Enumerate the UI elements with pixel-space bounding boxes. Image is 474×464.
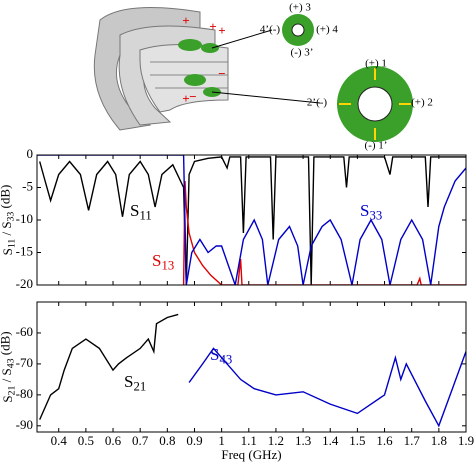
x-tick-label: 0.4 [51, 433, 68, 448]
x-tick-label: 1.1 [241, 433, 257, 448]
y-tick-label: -60 [16, 324, 33, 339]
y-axis-label: S21 / S43 (dB) [0, 331, 18, 402]
y-tick-label: -15 [16, 243, 33, 258]
series-line [182, 180, 466, 285]
sign-label: + [182, 13, 189, 28]
x-tick-label: 0.7 [132, 433, 149, 448]
sign-label: + [209, 19, 216, 34]
port-label: (+) 4 [316, 24, 338, 36]
x-tick-label: 1.8 [431, 433, 447, 448]
series-line [37, 155, 466, 285]
y-tick-label: -5 [22, 178, 33, 193]
x-tick-label: 1.3 [295, 433, 311, 448]
pointer [211, 29, 273, 49]
x-tick-label: 0.8 [159, 433, 175, 448]
y-tick-label: -90 [16, 417, 33, 432]
small-ring-hole [291, 23, 305, 37]
port-patch [184, 74, 206, 86]
series-label: S43 [210, 345, 232, 366]
chart: -20 -15 -10 -5 0 S11 S13 S33 S11 / S33 (dB) [0, 146, 467, 291]
port-label: (-) 1’ [365, 140, 388, 152]
series-line [39, 313, 179, 420]
y-axis-label: S11 / S33 (dB) [0, 185, 18, 256]
x-tick-label: 0.6 [105, 433, 122, 448]
y-tick-label: -70 [16, 355, 33, 370]
sign-label: + [182, 91, 189, 106]
pointer [211, 91, 321, 104]
large-ring-hole [357, 86, 393, 122]
series-label: S11 [130, 201, 152, 222]
x-tick-label: 1.2 [268, 433, 284, 448]
x-axis-label: Freq (GHz) [221, 447, 281, 462]
x-tick-label: 1 [218, 433, 225, 448]
port-label: 2’(-) [307, 97, 327, 109]
x-tick-label: 0.9 [186, 433, 202, 448]
port-marks [339, 68, 411, 140]
sign-label: − [189, 89, 196, 104]
port-label: (+) 3 [289, 2, 311, 14]
port-label: (+) 2 [411, 97, 433, 109]
port-label: (+) 1 [365, 58, 387, 70]
x-tick-label: 1.5 [349, 433, 365, 448]
plot-frame [36, 154, 467, 286]
sign-label: + [218, 23, 225, 38]
y-tick-label: 0 [27, 146, 34, 161]
plot-frame [36, 301, 467, 433]
illustration [93, 7, 413, 142]
x-tick-label: 1.4 [322, 433, 339, 448]
x-tick-label: 1.6 [376, 433, 393, 448]
y-tick-label: -80 [16, 386, 33, 401]
y-tick-label: -10 [16, 211, 33, 226]
port-label: 4’(-) [260, 24, 280, 36]
series-line [188, 347, 466, 428]
port-label: (-) 3’ [291, 47, 314, 59]
port-patch [178, 39, 202, 51]
port-patch [201, 43, 219, 53]
x-tick-label: 1.7 [404, 433, 421, 448]
y-tick-label: -20 [16, 276, 33, 291]
x-tick-label: 0.5 [78, 433, 94, 448]
series-label: S13 [152, 251, 174, 272]
chart: -90 -80 -70 -60 0.4 0.5 0.6 0.7 0.8 0.9 1 1.1 1.2 1.3… [0, 301, 474, 462]
series-label: S21 [124, 372, 146, 393]
series-label: S33 [360, 201, 382, 222]
x-tick-label: 1.9 [458, 433, 474, 448]
series-line [39, 156, 466, 285]
sign-label: − [218, 66, 225, 81]
